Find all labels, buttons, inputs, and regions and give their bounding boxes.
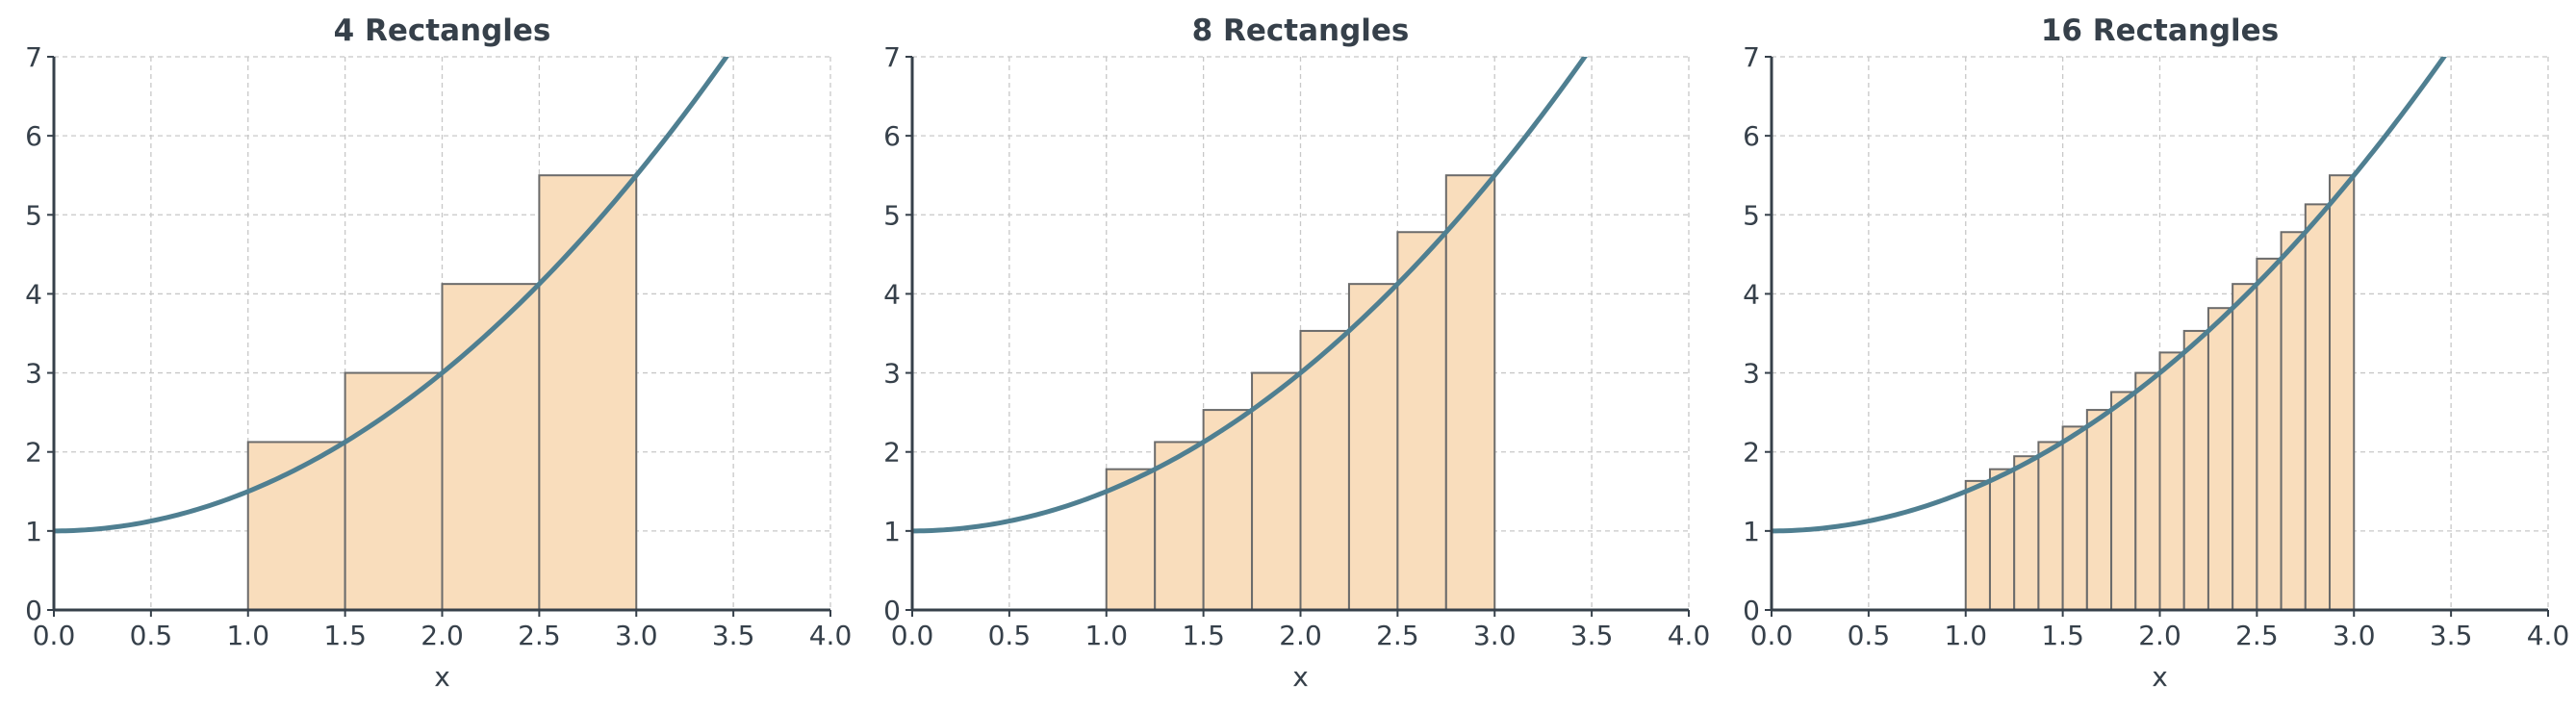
y-tick-label: 3: [1743, 358, 1760, 390]
riemann-rectangle: [2304, 203, 2332, 611]
y-tick-label: 4: [25, 278, 42, 310]
chart-svg: 0.0 0.5 1.0 1.5 2.0 2.5 3.0 3.5 4.0 0 1 2 3 4 5 6 7 x 4 Re…: [25, 13, 853, 693]
x-tick-label: 4.0: [2527, 620, 2570, 651]
chart-svg: 0.0 0.5 1.0 1.5 2.0 2.5 3.0 3.5 4.0 0 1 2 3 4 5 6 7 x 8 Re…: [883, 13, 1711, 693]
y-tick-label: 6: [25, 120, 42, 152]
y-tick-label: 6: [883, 120, 901, 152]
function-curve: [54, 57, 729, 534]
x-tick-label: 2.0: [421, 620, 464, 651]
y-tick-label: 2: [25, 437, 42, 469]
y-tick-label: 3: [25, 358, 42, 390]
y-tick-label: 1: [883, 516, 901, 547]
function-curve: [912, 57, 1588, 534]
y-tick-label: 1: [25, 516, 42, 547]
riemann-rectangle: [1105, 468, 1157, 612]
riemann-rectangle: [538, 174, 638, 611]
y-tick-label: 6: [1743, 120, 1760, 152]
y-tick-label: 7: [883, 41, 901, 73]
riemann-rectangle: [2256, 257, 2283, 611]
x-tick-label: 3.0: [2333, 620, 2376, 651]
y-tick-label: 5: [25, 199, 42, 231]
riemann-rectangle: [1299, 329, 1350, 611]
x-tick-label: 2.0: [1279, 620, 1322, 651]
function-curve: [1772, 57, 2447, 534]
x-tick-label: 0.5: [988, 620, 1032, 651]
y-tick-label: 7: [25, 41, 42, 73]
y-tick-label: 2: [883, 437, 901, 469]
riemann-rectangle: [1964, 479, 1991, 611]
x-tick-label: 2.5: [518, 620, 561, 651]
x-tick-label: 1.0: [1084, 620, 1128, 651]
chart-title: 4 Rectangles: [334, 13, 551, 48]
x-tick-label: 0.5: [130, 620, 173, 651]
x-tick-label: 3.0: [615, 620, 658, 651]
y-tick-label: 5: [883, 199, 901, 231]
chart-panel-8-rectangles: 0.0 0.5 1.0 1.5 2.0 2.5 3.0 3.5 4.0 0 1 2 3 4 5 6 7 x 8 Re…: [858, 0, 1717, 711]
y-tick-label: 2: [1743, 437, 1760, 469]
riemann-rectangle: [1988, 468, 2016, 611]
x-tick-label: 0.0: [1750, 620, 1794, 651]
x-tick-label: 2.5: [1376, 620, 1419, 651]
riemann-rectangle: [1347, 283, 1399, 611]
y-tick-label: 3: [883, 358, 901, 390]
riemann-rectangle: [2134, 371, 2161, 612]
riemann-rectangle: [2206, 307, 2234, 611]
y-tick-label: 0: [883, 595, 901, 626]
riemann-rectangle: [2329, 174, 2356, 611]
x-tick-label: 1.5: [1182, 620, 1225, 651]
riemann-rectangle: [1444, 174, 1496, 611]
riemann-rectangle: [2182, 329, 2209, 611]
y-tick-label: 5: [1743, 199, 1760, 231]
riemann-rectangle: [2037, 441, 2064, 612]
riemann-rectangle: [1396, 231, 1447, 612]
x-tick-label: 4.0: [1668, 620, 1711, 651]
chart-panel-4-rectangles: 0.0 0.5 1.0 1.5 2.0 2.5 3.0 3.5 4.0 0 1 2 3 4 5 6 7 x 4 Re…: [0, 0, 858, 711]
riemann-rectangle: [2110, 391, 2137, 611]
x-tick-label: 4.0: [809, 620, 853, 651]
x-tick-label: 2.0: [2138, 620, 2181, 651]
chart-title: 16 Rectangles: [2041, 13, 2279, 48]
x-tick-label: 0.0: [33, 620, 76, 651]
chart-svg: 0.0 0.5 1.0 1.5 2.0 2.5 3.0 3.5 4.0 0 1 2 3 4 5 6 7 x 16 R…: [1743, 13, 2570, 693]
x-tick-label: 0.0: [891, 620, 934, 651]
x-tick-label: 1.5: [2041, 620, 2084, 651]
x-tick-label: 3.0: [1473, 620, 1517, 651]
riemann-rectangle: [1202, 409, 1254, 611]
riemann-rectangle: [2061, 425, 2088, 611]
x-tick-label: 1.5: [323, 620, 367, 651]
y-tick-label: 4: [883, 278, 901, 310]
chart-panel-16-rectangles: 0.0 0.5 1.0 1.5 2.0 2.5 3.0 3.5 4.0 0 1 2 3 4 5 6 7 x 16 R…: [1718, 0, 2576, 711]
chart-title: 8 Rectangles: [1192, 13, 1410, 48]
x-tick-label: 2.5: [2235, 620, 2279, 651]
y-tick-label: 7: [1743, 41, 1760, 73]
y-tick-label: 4: [1743, 278, 1760, 310]
x-tick-label: 3.5: [2430, 620, 2473, 651]
riemann-rectangle: [2232, 283, 2258, 611]
riemann-rectangle: [2280, 231, 2307, 611]
riemann-rectangle: [441, 283, 541, 611]
riemann-rectangle: [2158, 351, 2185, 611]
x-tick-label: 1.0: [226, 620, 269, 651]
x-tick-label: 3.5: [712, 620, 755, 651]
y-tick-label: 1: [1743, 516, 1760, 547]
y-tick-label: 0: [1743, 595, 1760, 626]
x-tick-label: 3.5: [1570, 620, 1614, 651]
x-axis-label: x: [1292, 661, 1309, 693]
riemann-rectangle: [1251, 371, 1302, 612]
riemann-rectangle: [2085, 409, 2113, 611]
x-tick-label: 1.0: [1944, 620, 1987, 651]
x-tick-label: 0.5: [1848, 620, 1891, 651]
x-axis-label: x: [434, 661, 450, 693]
riemann-rectangle: [2013, 455, 2040, 611]
x-axis-label: x: [2152, 661, 2168, 693]
y-tick-label: 0: [25, 595, 42, 626]
